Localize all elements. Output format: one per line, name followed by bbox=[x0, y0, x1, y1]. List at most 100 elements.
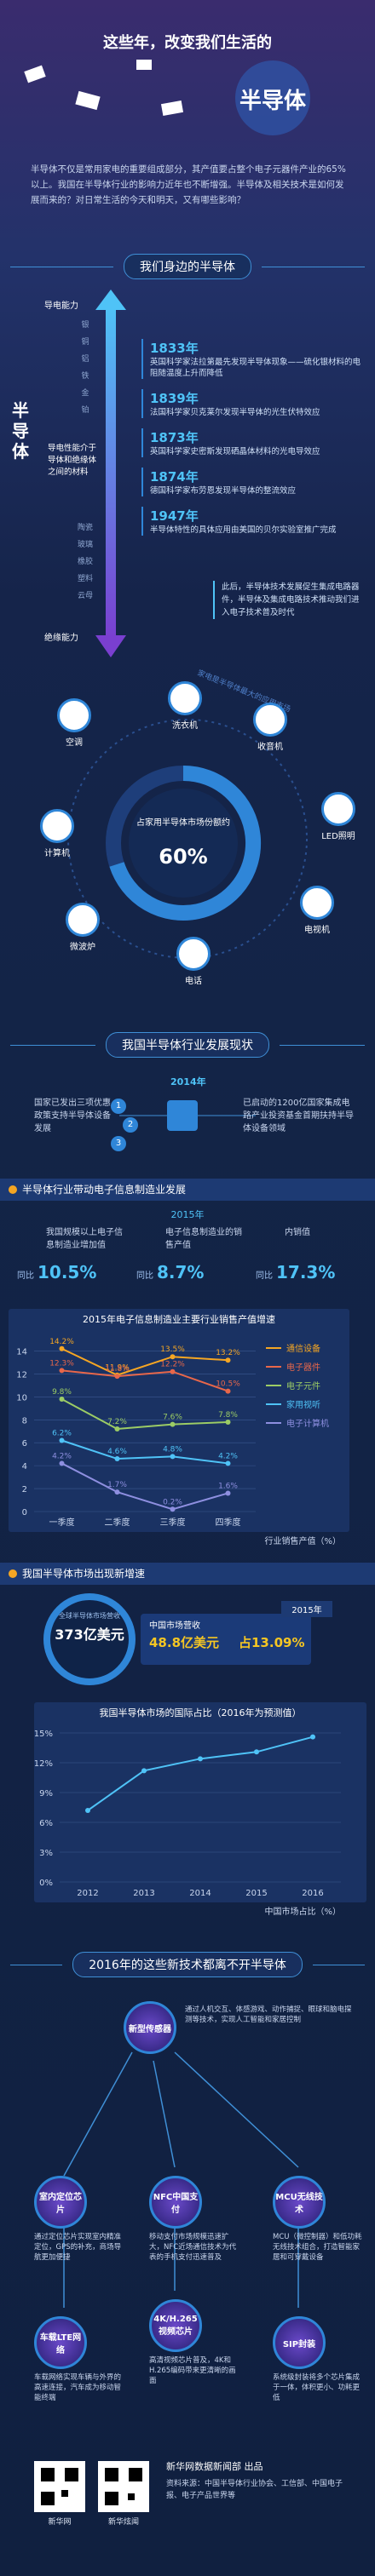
event: 法国科学家贝克莱尔发现半导体的光生伏特效应 bbox=[150, 408, 320, 417]
data-point bbox=[59, 1460, 65, 1466]
timeline-entry: 1874年 德国科学家布劳恩发现半导体的整流效应 bbox=[141, 468, 363, 496]
timeline-note: 此后，半导体技术发展促生集成电路器件，半导体及集成电路技术推动我们进入电子技术普… bbox=[213, 581, 366, 619]
stat-row: 同比 17.3% bbox=[256, 1262, 366, 1282]
data-point bbox=[225, 1357, 231, 1363]
tech-icon: MCU无线技术 bbox=[273, 2176, 326, 2229]
timeline-entry: 1873年 英国科学家史密斯发现硒晶体材料的光电导效应 bbox=[141, 428, 363, 457]
device-name: 收音机 bbox=[257, 743, 283, 752]
source: 资料来源：中国半导体行业协会、工信部、中国电子报、电子产品世界等 bbox=[166, 2480, 343, 2500]
global-label: 全球半导体市场营收 bbox=[59, 1612, 120, 1620]
data-point bbox=[170, 1368, 176, 1374]
x-tick-label: 三季度 bbox=[160, 1517, 186, 1528]
market-year: 2015年 bbox=[281, 1601, 332, 1617]
y-tick-label: 8 bbox=[22, 1416, 27, 1426]
data-label: 14.2% bbox=[49, 1338, 74, 1346]
axis-name: 半导体 bbox=[12, 400, 29, 462]
year: 1947年 bbox=[150, 508, 199, 524]
data-point bbox=[170, 1454, 176, 1460]
industry-year: 2015年 bbox=[170, 1209, 205, 1220]
stat-row: 同比 10.5% bbox=[17, 1262, 128, 1282]
data-label: 9.8% bbox=[52, 1388, 72, 1397]
insulator-list: 陶瓷 玻璃 橡胶 塑料 云母 bbox=[68, 519, 102, 605]
series-line bbox=[61, 1439, 228, 1465]
data-point bbox=[225, 1490, 231, 1496]
series-line bbox=[61, 1398, 228, 1431]
legend-label: 电子元件 bbox=[286, 1380, 320, 1391]
timeline-entry: 1833年 英国科学家法拉第最先发现半导体现象——硫化银材料的电阻随温度上升而降低 bbox=[141, 339, 363, 379]
data-label: 4.2% bbox=[218, 1452, 238, 1460]
x-tick-label: 2012 bbox=[77, 1889, 98, 1898]
stat-prefix: 同比 bbox=[136, 1271, 153, 1281]
data-label: 12.3% bbox=[49, 1359, 74, 1368]
data-label: 11.9% bbox=[105, 1364, 130, 1373]
data-point bbox=[59, 1397, 65, 1403]
material: 塑料 bbox=[77, 575, 93, 583]
tech: 车载LTE网络 车载网络实现车辆与外界的高速连接，汽车成为移动智能终端 bbox=[34, 2316, 136, 2403]
tech-text: 高清视频芯片普及，4K和H.265编码带来更清晰的画面 bbox=[149, 2356, 236, 2385]
share-value: 60% bbox=[159, 845, 208, 869]
material: 铜 bbox=[81, 338, 89, 347]
y-tick-label: 10 bbox=[16, 1393, 27, 1403]
tech-text: 移动支付市场规模迅速扩大，NFC近场通信技术为代表的手机支付迅速普及 bbox=[149, 2233, 237, 2262]
stat-value: 8.7% bbox=[157, 1262, 205, 1282]
data-point bbox=[141, 1768, 147, 1774]
year: 1833年 bbox=[150, 341, 199, 356]
tech: 室内定位芯片 通过定位芯片实现室内精准定位，GPS的补充，商场导航更加便捷 bbox=[34, 2176, 136, 2263]
axis-top: 导电能力 bbox=[44, 301, 78, 311]
section-head: 半导体行业带动电子信息制造业发展 bbox=[0, 1179, 375, 1201]
data-label: 11.8% bbox=[105, 1365, 130, 1374]
data-label: 13.5% bbox=[160, 1345, 185, 1354]
tech-text: 系统级封装将多个芯片集成于一体，体积更小、功耗更低 bbox=[273, 2373, 361, 2402]
y-tick-label: 9% bbox=[39, 1789, 53, 1799]
x-tick-label: 二季度 bbox=[105, 1517, 130, 1528]
title: 这些年，改变我们生活的 bbox=[103, 34, 272, 52]
y-tick-label: 4 bbox=[22, 1462, 27, 1472]
tech-text: 通过人机交互、体感游戏、动作捕捉、眼球和脑电探测等技术，实现人工智能和家居控制 bbox=[185, 2005, 352, 2024]
device-name: 空调 bbox=[66, 738, 83, 748]
legend-label: 电子计算机 bbox=[286, 1418, 329, 1429]
data-label: 4.6% bbox=[107, 1448, 127, 1456]
tech-icon: 室内定位芯片 bbox=[34, 2176, 87, 2229]
tech-icon: NFC中国支付 bbox=[149, 2176, 202, 2229]
heading: 我国半导体行业发展现状 bbox=[106, 1032, 269, 1058]
y-tick-label: 15% bbox=[34, 1730, 53, 1739]
data-point bbox=[225, 1419, 231, 1425]
section-banner: 我们身边的半导体 bbox=[0, 252, 375, 281]
timeline-axis bbox=[95, 290, 126, 657]
china-value: 48.8亿美元 bbox=[149, 1635, 220, 1650]
data-label: 7.6% bbox=[163, 1414, 182, 1422]
data-point bbox=[114, 1426, 120, 1432]
tech-icon: SIP封装 bbox=[273, 2316, 326, 2369]
device: LED照明 bbox=[315, 792, 361, 841]
device-name: 电视机 bbox=[304, 926, 330, 935]
data-label: 4.2% bbox=[52, 1452, 72, 1460]
global-value: 373亿美元 bbox=[55, 1626, 124, 1643]
data-point bbox=[225, 1388, 231, 1394]
device: 计算机 bbox=[34, 809, 80, 858]
stat-label: 电子信息制造业的销售产值 bbox=[165, 1228, 242, 1250]
data-point bbox=[310, 1734, 315, 1740]
stat-label: 我国规模以上电子信息制造业增加值 bbox=[46, 1228, 123, 1250]
timeline: 1833年 英国科学家法拉第最先发现半导体现象——硫化银材料的电阻随温度上升而降低… bbox=[141, 339, 363, 546]
device-name: 电话 bbox=[185, 977, 202, 986]
subject: 半导体 bbox=[239, 89, 306, 114]
status-right: 已启动的1200亿国家集成电路产业投资基金首期扶持半导体设备领域 bbox=[243, 1099, 354, 1133]
device: 收音机 bbox=[247, 703, 293, 752]
timeline-entry: 1839年 法国科学家贝克莱尔发现半导体的光生伏特效应 bbox=[141, 389, 363, 418]
x-tick-label: 2014 bbox=[189, 1889, 211, 1898]
device-name: 微波炉 bbox=[70, 943, 95, 952]
chart-title: 我国半导体市场的国际占比（2016年为预测值） bbox=[100, 1707, 302, 1718]
legend-label: 通信设备 bbox=[286, 1343, 320, 1354]
x-tick-label: 2016 bbox=[302, 1889, 323, 1898]
timeline-entry: 1947年 半导体特性的具体应用由美国的贝尔实验室推广完成 bbox=[141, 507, 363, 536]
x-tick-label: 四季度 bbox=[216, 1517, 241, 1528]
device-name: 洗衣机 bbox=[172, 721, 198, 731]
x-axis-label: 中国市场占比（%） bbox=[264, 1906, 341, 1917]
stat: 内销值 同比 17.3% bbox=[256, 1226, 366, 1282]
data-label: 7.8% bbox=[218, 1411, 238, 1420]
device-icon bbox=[168, 681, 202, 715]
material: 陶瓷 bbox=[77, 524, 93, 532]
device: 空调 bbox=[51, 698, 97, 748]
material: 铂 bbox=[81, 406, 89, 415]
